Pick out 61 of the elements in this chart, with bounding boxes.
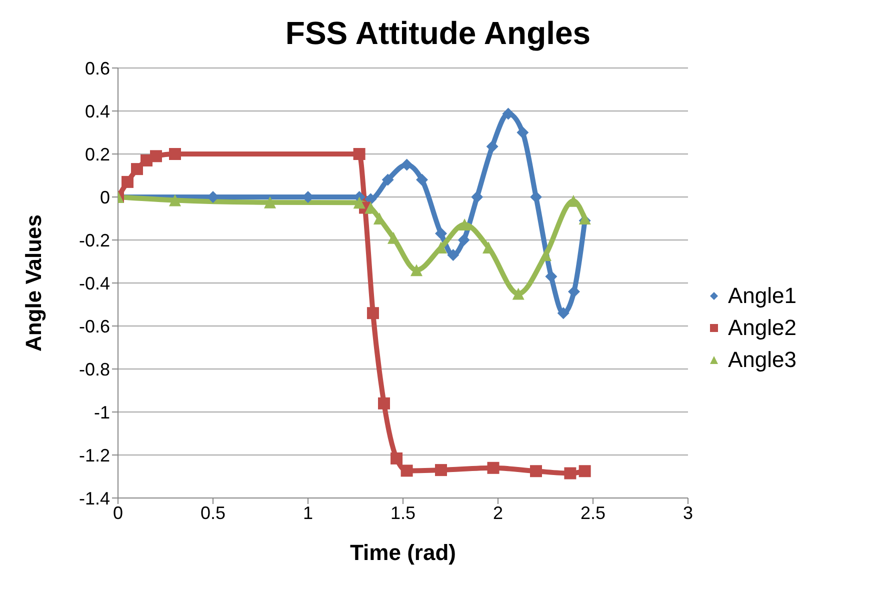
point [264,196,276,208]
point [169,148,181,160]
point [578,465,591,478]
y-tick-label: -0.8 [78,359,110,380]
legend-label: Angle2 [728,315,797,341]
point [122,176,134,188]
point [487,462,500,474]
legend-label: Angle1 [728,283,797,309]
point [540,249,552,262]
point [416,174,428,186]
point [512,288,524,300]
y-tick-label: -1.2 [78,445,110,466]
point [366,307,379,320]
point [502,108,514,120]
point [530,191,542,203]
point [545,270,558,283]
point [557,307,570,320]
point [169,194,181,206]
y-tick-label: -0.4 [78,273,110,294]
point [131,163,143,176]
point [364,193,377,206]
y-tick-label: 0.6 [84,58,110,78]
point [410,264,422,276]
point [400,158,413,171]
point [458,234,470,246]
point [382,174,394,186]
legend-label: Angle3 [728,347,797,373]
point [486,140,498,152]
point [568,286,580,298]
point [390,452,403,464]
point [435,464,447,476]
point [530,465,542,478]
y-tick-label: -1 [94,402,110,422]
point [378,397,390,410]
y-tick-label: 0.4 [84,101,110,122]
x-tick-label: 1 [302,502,314,523]
x-tick-label: 2.5 [580,502,606,523]
x-tick-label: 2 [492,502,504,523]
point [353,196,366,209]
point [353,148,366,160]
point [458,218,471,231]
y-tick-label: 0 [100,187,110,208]
y-tick-label: 0.2 [84,144,110,164]
y-tick-label: -0.2 [78,230,110,250]
x-tick-label: 1.5 [390,502,416,523]
x-axis-title: Time (rad) [350,540,456,565]
point [150,150,162,162]
y-tick-label: -0.6 [78,316,110,336]
y-tick-label: -1.4 [78,488,110,508]
chart-title: FSS Attitude Angles [284,14,592,53]
point [435,228,447,240]
y-axis-title: Angle Values [20,214,46,352]
point [447,249,460,262]
point [516,126,529,138]
point [578,212,591,224]
point [471,191,484,203]
x-tick-label: 0 [112,502,124,523]
point [564,467,576,480]
x-tick-label: 3 [682,502,694,523]
point [400,464,413,477]
x-tick-label: 0.5 [200,502,226,523]
